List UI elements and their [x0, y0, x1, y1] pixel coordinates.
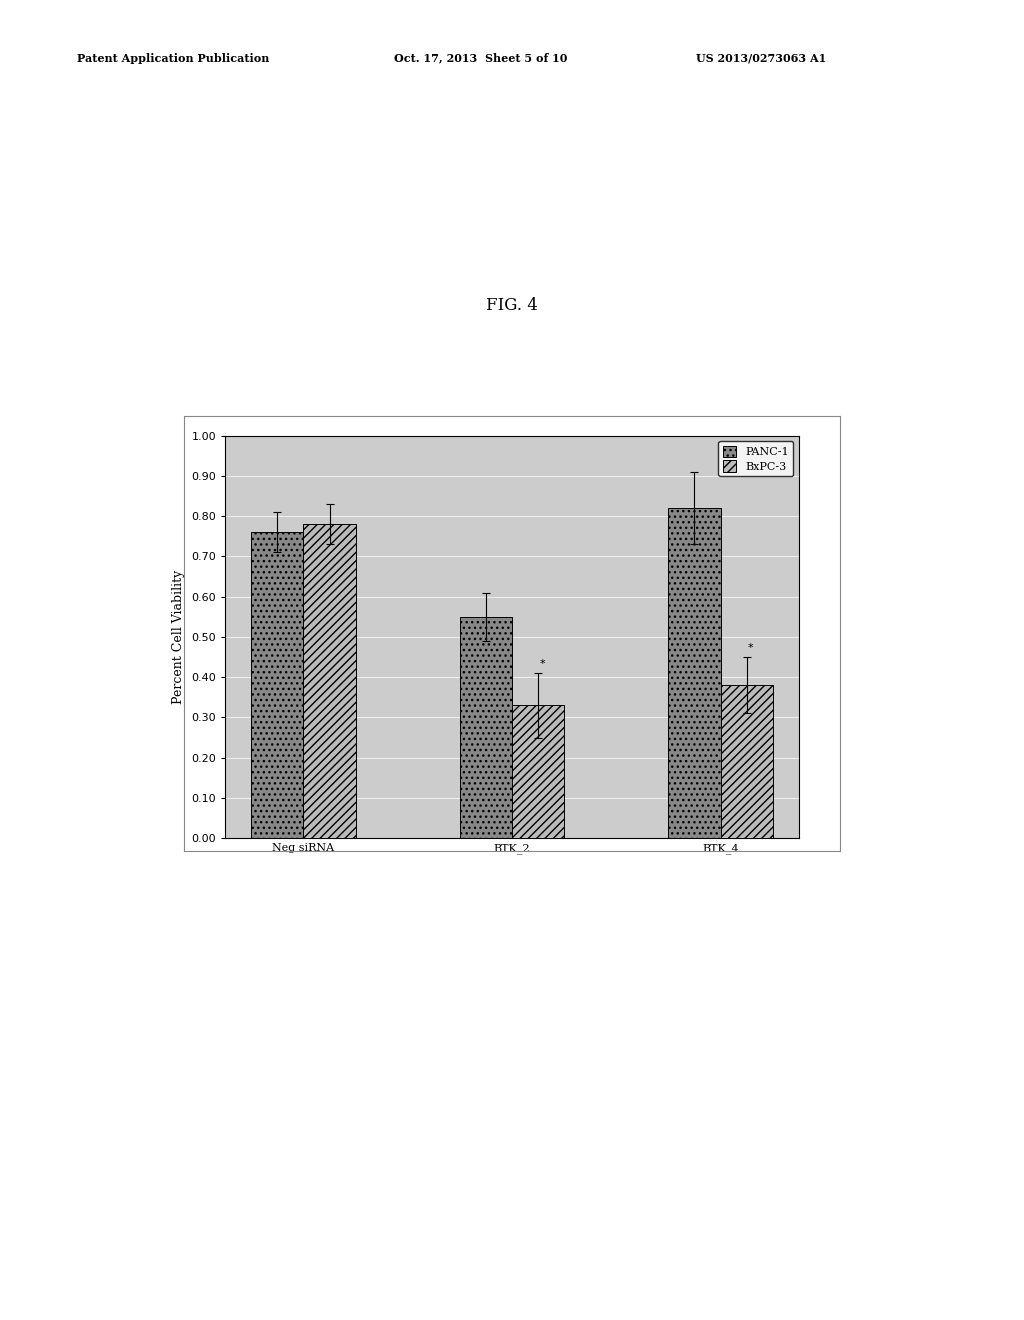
- Text: *: *: [748, 643, 754, 653]
- Legend: PANC-1, BxPC-3: PANC-1, BxPC-3: [719, 441, 794, 477]
- Text: *: *: [540, 659, 545, 669]
- Text: Patent Application Publication: Patent Application Publication: [77, 53, 269, 63]
- Bar: [303, 524, 355, 838]
- Bar: [669, 508, 721, 838]
- Bar: [721, 685, 773, 838]
- Text: Oct. 17, 2013  Sheet 5 of 10: Oct. 17, 2013 Sheet 5 of 10: [394, 53, 567, 63]
- Text: US 2013/0273063 A1: US 2013/0273063 A1: [696, 53, 826, 63]
- Bar: [251, 532, 303, 838]
- Bar: [512, 705, 564, 838]
- Y-axis label: Percent Cell Viability: Percent Cell Viability: [172, 570, 184, 704]
- Bar: [460, 616, 512, 838]
- Text: FIG. 4: FIG. 4: [486, 297, 538, 314]
